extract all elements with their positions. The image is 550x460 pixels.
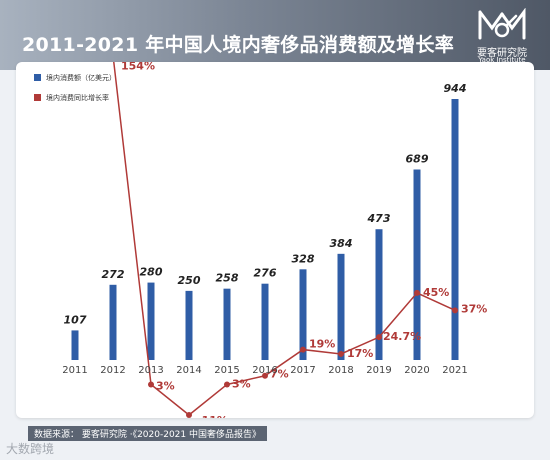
bar-value-label-2017: 328 <box>292 252 315 265</box>
growth-label-2018: 17% <box>347 347 373 360</box>
bar-2020 <box>413 169 421 360</box>
x-tick-label-2016: 2016 <box>252 365 277 376</box>
growth-label-2012: 154% <box>121 62 155 72</box>
bar-2013 <box>147 282 155 360</box>
legend-label-consumption: 境内消费额（亿美元） <box>46 73 116 82</box>
bar-2021 <box>451 99 459 360</box>
growth-point-2020 <box>414 289 420 296</box>
yaok-logo-icon <box>478 8 526 40</box>
x-tick-label-2012: 2012 <box>100 365 125 376</box>
growth-label-2017: 19% <box>309 338 335 351</box>
bar-2011 <box>71 330 79 360</box>
chart-panel: 境内消费额（亿美元） 境内消费同比增长率 107 272 280 250 258 276 3… <box>16 62 534 418</box>
x-axis-ticks: 2011 2012 2013 2014 2015 2016 2017 2018 2019 2020… <box>62 365 467 376</box>
growth-label-2016: 7% <box>270 368 289 381</box>
growth-label-2021: 37% <box>461 302 487 315</box>
chart-title: 2011-2021 年中国人境内奢侈品消费额及增长率 <box>22 34 455 56</box>
x-tick-label-2011: 2011 <box>62 365 87 376</box>
x-tick-label-2013: 2013 <box>138 365 163 376</box>
brand-name-en: Yaok Institute <box>478 56 526 64</box>
x-tick-label-2014: 2014 <box>176 365 201 376</box>
chart-legend: 境内消费额（亿美元） 境内消费同比增长率 <box>34 73 116 102</box>
growth-point-2021 <box>452 307 458 314</box>
bar-value-label-2012: 272 <box>102 268 125 281</box>
bar-value-label-2014: 250 <box>178 274 201 287</box>
bar-value-label-2019: 473 <box>367 212 391 225</box>
growth-label-2019: 24.7% <box>383 330 421 343</box>
bar-2015 <box>223 288 231 360</box>
bar-value-label-2020: 689 <box>406 153 429 166</box>
chart-canvas: 境内消费额（亿美元） 境内消费同比增长率 107 272 280 250 258 276 3… <box>34 62 487 418</box>
growth-point-2017 <box>300 346 306 353</box>
bar-2017 <box>299 269 307 360</box>
growth-point-2013 <box>148 381 154 388</box>
header-banner: 2011-2021 年中国人境内奢侈品消费额及增长率 要客研究院 Yaok In… <box>0 0 550 70</box>
x-tick-label-2019: 2019 <box>366 365 391 376</box>
growth-line-series: 154% 3% -11% 3% 7% 19% 17% 24.7% 45% 37% <box>113 62 487 418</box>
data-source-note: 数据来源： 要客研究院 ·《2020-2021 中国奢侈品报告》 <box>28 426 268 441</box>
x-tick-label-2018: 2018 <box>328 365 353 376</box>
watermark-text: 大数跨境 <box>6 442 55 456</box>
legend-label-growth: 境内消费同比增长率 <box>46 93 109 102</box>
bar-2014 <box>185 290 193 360</box>
bar-value-label-2016: 276 <box>254 267 277 280</box>
growth-label-2015: 3% <box>232 377 251 390</box>
growth-label-2013: 3% <box>156 379 175 392</box>
bar-2016 <box>261 283 269 360</box>
bar-value-label-2013: 280 <box>140 266 163 279</box>
bar-2012 <box>109 284 117 360</box>
bar-2019 <box>375 229 383 360</box>
growth-point-2016 <box>262 372 268 379</box>
x-tick-label-2021: 2021 <box>442 365 467 376</box>
bar-value-label-2011: 107 <box>64 313 87 326</box>
bar-value-label-2015: 258 <box>216 272 239 285</box>
x-tick-label-2020: 2020 <box>404 365 429 376</box>
x-tick-label-2015: 2015 <box>214 365 239 376</box>
brand-name-cn: 要客研究院 <box>477 48 527 59</box>
growth-line <box>113 62 456 416</box>
bar-value-label-2018: 384 <box>330 237 353 250</box>
growth-point-2015 <box>224 381 230 388</box>
x-tick-label-2017: 2017 <box>290 365 315 376</box>
legend-swatch-growth <box>34 94 41 101</box>
growth-label-2020: 45% <box>423 286 449 299</box>
growth-label-2014: -11% <box>197 414 228 418</box>
bar-value-label-2021: 944 <box>444 82 467 95</box>
growth-point-2019 <box>376 334 382 341</box>
growth-point-2014 <box>186 411 192 418</box>
bar-2018 <box>337 253 345 360</box>
bar-series: 107 272 280 250 258 276 328 384 473 689 944 <box>64 82 467 360</box>
growth-point-2018 <box>338 350 344 357</box>
legend-swatch-consumption <box>34 74 41 81</box>
